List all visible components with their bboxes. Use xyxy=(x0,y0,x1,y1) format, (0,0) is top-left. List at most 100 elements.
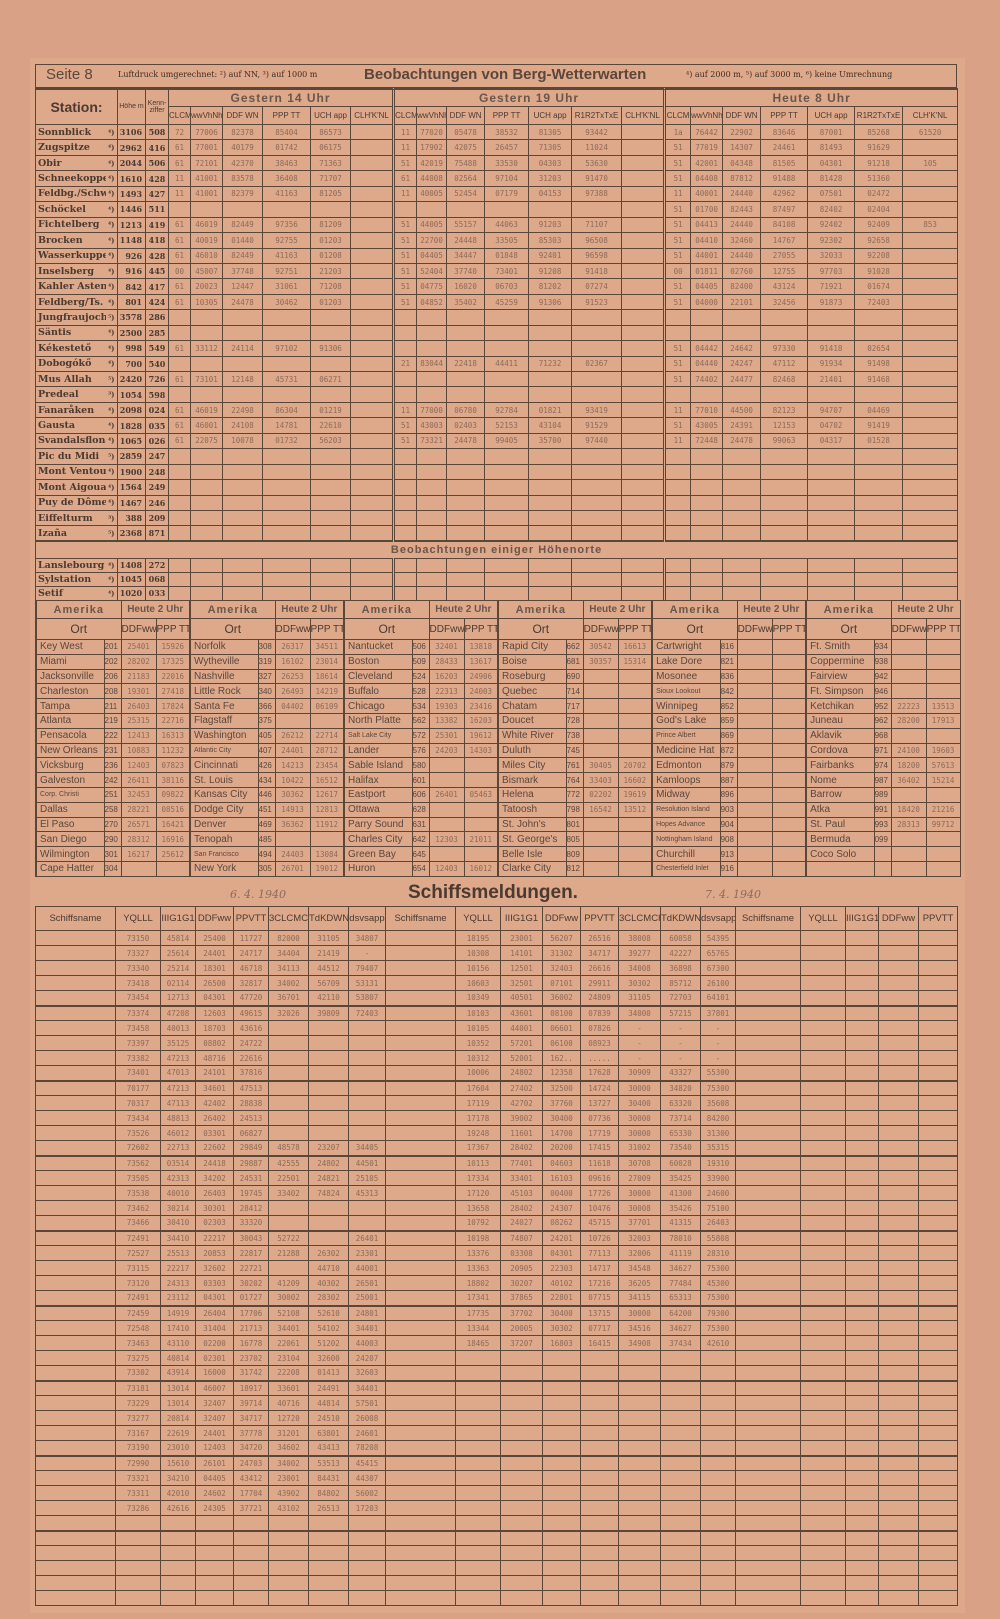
empty-cell xyxy=(660,1395,701,1411)
ship-value: 16415 xyxy=(580,1335,619,1351)
place-name: Galveston xyxy=(35,772,105,788)
empty-cell xyxy=(700,1545,736,1561)
empty-cell xyxy=(392,585,418,601)
station-row: Sonnblick ⁴) 3106 508 72 77006 82378 85404 86573… xyxy=(35,123,959,141)
station-name: Dobogókő xyxy=(35,355,106,373)
obs-cell: 99063 xyxy=(760,432,809,450)
station-row: Schneekoppe ⁴) 1610 428 11 41001 83578 36408 717… xyxy=(35,170,959,187)
place-name: Rapid City xyxy=(497,639,567,655)
ship-value: 03301 xyxy=(195,1125,234,1141)
empty-cell xyxy=(918,1035,958,1051)
ship-column-header: Schiffsname xyxy=(735,906,801,931)
ship-row: 73466 30410 02303 33320 10792 24027 08262 45715… xyxy=(35,1215,958,1231)
ship-value: 37701 xyxy=(618,1215,661,1231)
station-number: 562 xyxy=(411,712,430,729)
obs-cell: 71107 xyxy=(571,216,623,234)
ship-name-cell xyxy=(35,1575,116,1591)
station-number: 654 xyxy=(411,860,430,877)
obs-cell xyxy=(484,463,530,481)
obs-cell xyxy=(621,370,666,388)
ddfww-value: 18200 xyxy=(890,757,927,774)
ship-value: 22713 xyxy=(160,1140,196,1156)
obs-cell xyxy=(902,525,959,542)
ship-value xyxy=(268,1260,309,1276)
empty-cell xyxy=(455,1575,501,1591)
empty-cell xyxy=(722,585,762,601)
obs-cell: 46019 xyxy=(190,216,224,234)
empty-cell xyxy=(845,1379,879,1396)
ship-value: 18465 xyxy=(455,1335,501,1351)
ppptt-value xyxy=(617,668,653,685)
ship-value xyxy=(268,1035,309,1051)
empty-cell xyxy=(845,1470,879,1486)
ship-column-header: IIIG1G1 xyxy=(845,906,879,931)
empty-cell xyxy=(800,1185,846,1201)
ship-value: - xyxy=(618,1035,661,1051)
ship-value: 10603 xyxy=(455,975,501,991)
empty-cell xyxy=(845,945,879,961)
ship-value: 47720 xyxy=(233,990,269,1006)
place-name: Vicksburg xyxy=(35,757,105,774)
obs-cell: 46019 xyxy=(190,401,224,419)
obs-cell xyxy=(350,509,395,527)
station-number: 938 xyxy=(873,653,892,670)
empty-cell xyxy=(195,1529,234,1546)
empty-cell xyxy=(618,1350,661,1366)
ppptt-value: 13513 xyxy=(925,698,961,714)
ship-value: 40102 xyxy=(542,1275,581,1291)
station-number: 485 xyxy=(257,831,276,848)
ship-value: 17119 xyxy=(455,1095,501,1111)
ship-value: 04301 xyxy=(195,990,234,1006)
ship-value: 30301 xyxy=(195,1200,234,1216)
place-name: Nome xyxy=(805,772,875,788)
ppptt-value xyxy=(309,831,345,848)
empty-cell xyxy=(195,1590,234,1606)
obs-cell xyxy=(902,509,959,527)
column-header: UCH app xyxy=(528,106,573,125)
america-row: Galveston 242 26411 38116 St. Louis 434 10422 1… xyxy=(35,772,961,788)
place-name: Tenopah xyxy=(189,831,259,848)
ship-value: 34516 xyxy=(618,1320,661,1336)
empty-cell xyxy=(580,1590,619,1606)
obs-cell xyxy=(807,525,856,542)
ship-value: 14919 xyxy=(160,1304,196,1321)
ship-value: 34820 xyxy=(660,1079,701,1096)
empty-cell xyxy=(878,1260,919,1276)
ppptt-value: 16602 xyxy=(617,772,653,788)
ship-value: 15610 xyxy=(160,1454,196,1471)
ship-name-cell xyxy=(735,1545,801,1561)
station-height: 3578 xyxy=(117,309,147,326)
ship-value: 26302 xyxy=(308,1245,349,1261)
station-number: 904 xyxy=(719,816,738,833)
obs-cell: 61 xyxy=(168,340,192,357)
ship-name-cell xyxy=(735,1350,801,1366)
ship-value: 13376 xyxy=(455,1245,501,1261)
empty-cell xyxy=(878,1095,919,1111)
america-row: Cape Hatter 304 New York 305 26701 19012 Huron… xyxy=(35,860,961,877)
empty-cell xyxy=(580,1545,619,1561)
place-name: Quebec xyxy=(497,683,567,700)
empty-cell xyxy=(918,1560,958,1576)
obs-cell: 44500 xyxy=(722,401,762,419)
ship-value: 49615 xyxy=(233,1004,269,1021)
obs-cell xyxy=(350,201,395,218)
ppptt-value xyxy=(463,801,499,818)
empty-cell xyxy=(760,585,809,601)
ddfww-value xyxy=(890,639,927,655)
obs-cell xyxy=(663,309,692,326)
empty-cell xyxy=(446,585,486,601)
empty-cell xyxy=(455,1515,501,1531)
empty-cell xyxy=(700,1470,736,1486)
empty-cell xyxy=(800,1004,846,1021)
obs-cell: 40005 xyxy=(416,185,448,203)
ship-value: 24717 xyxy=(233,945,269,961)
obs-cell xyxy=(807,479,856,496)
station-name: Mus Allah xyxy=(35,370,106,388)
ship-value: 32817 xyxy=(233,975,269,991)
ship-column-header: dsvsapp xyxy=(348,906,386,931)
empty-cell xyxy=(845,1095,879,1111)
mountain-stations-table: Station: Höhe m Kenn-ziffer Gestern 14 Uhr G… xyxy=(34,88,959,601)
ship-name-cell xyxy=(385,1035,456,1051)
obs-cell xyxy=(571,386,623,403)
ddfww-value xyxy=(736,846,773,862)
